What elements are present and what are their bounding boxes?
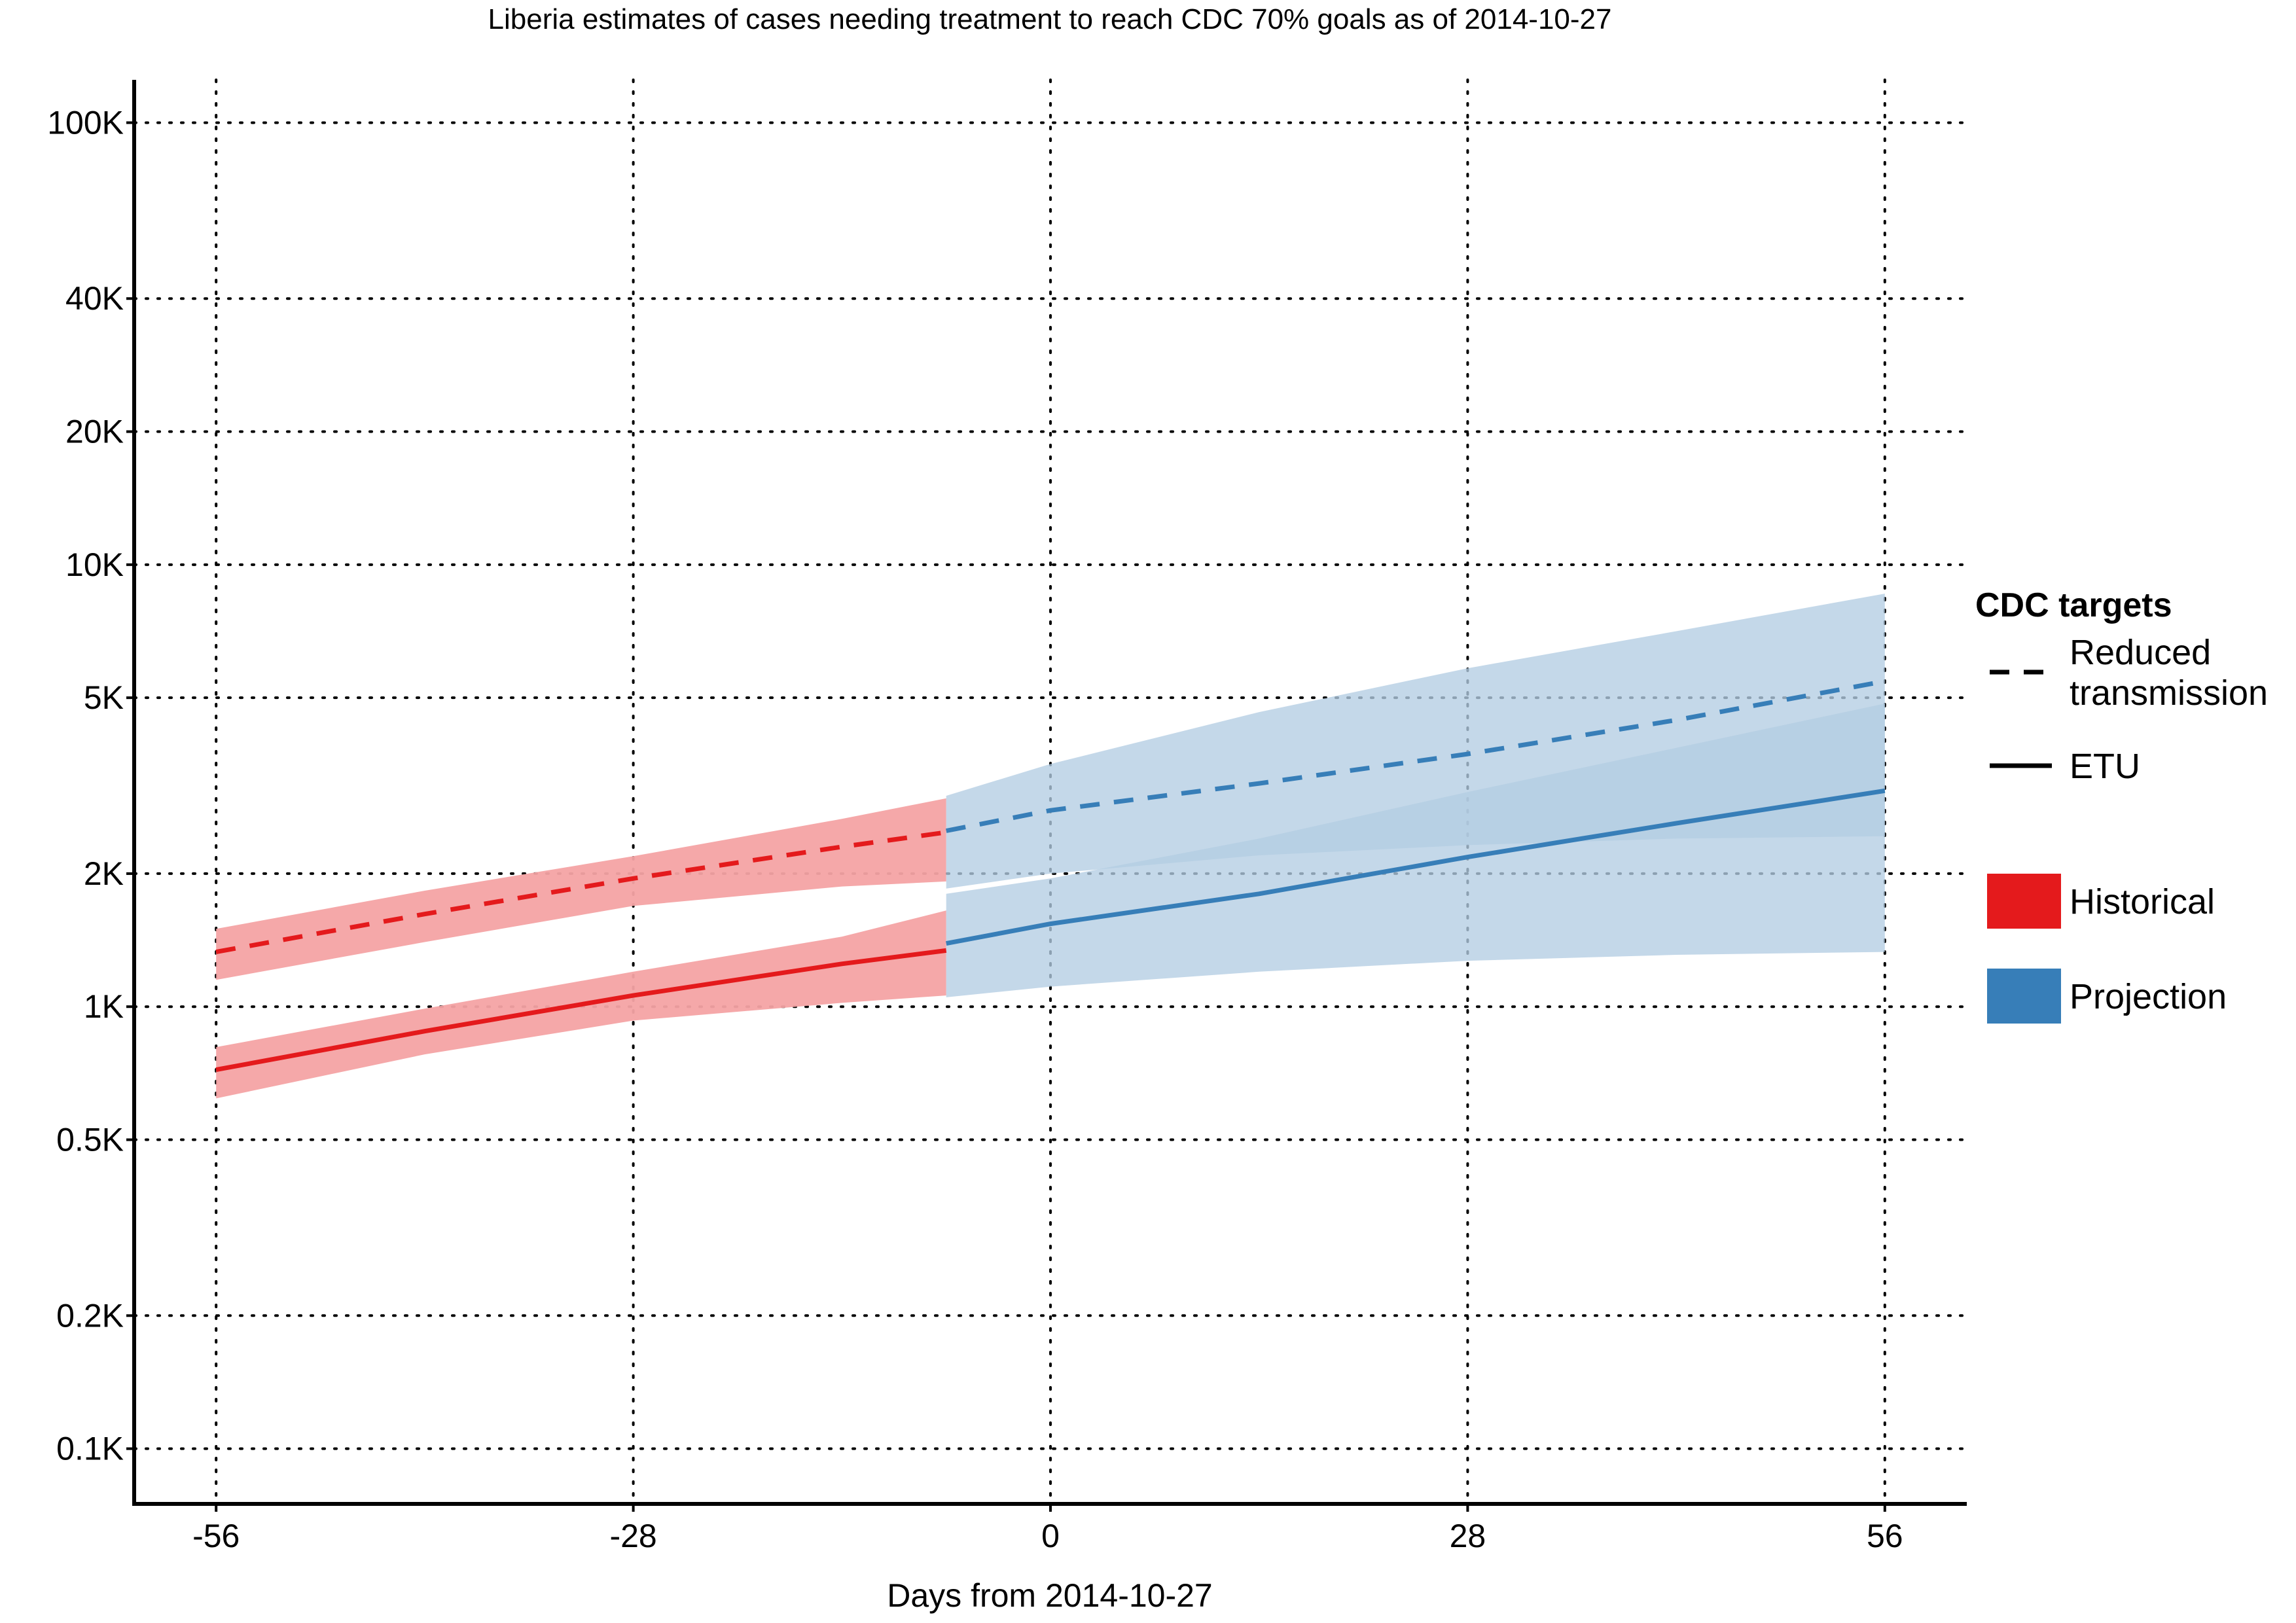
- series-lines: [215, 679, 1886, 1073]
- series-line: [946, 788, 1886, 946]
- y-tick-label: 10K: [65, 546, 124, 583]
- legend-label: transmission: [2070, 673, 2268, 713]
- x-tick-label: -56: [192, 1518, 240, 1554]
- uncertainty-band: [946, 704, 1885, 997]
- series-line: [946, 679, 1886, 833]
- x-tick-label: 0: [1041, 1518, 1060, 1554]
- x-tick-label: 56: [1867, 1518, 1903, 1554]
- legend-title: CDC targets: [1975, 586, 2172, 624]
- y-tick-label: 1K: [84, 988, 124, 1025]
- legend-label: Historical: [2070, 882, 2215, 921]
- y-tick-label: 40K: [65, 280, 124, 317]
- legend-label: ETU: [2070, 747, 2140, 786]
- series-line: [215, 948, 947, 1073]
- x-tick-label: 28: [1450, 1518, 1486, 1554]
- legend-color-swatch: [1987, 969, 2061, 1024]
- y-tick-label: 5K: [84, 679, 124, 716]
- uncertainty-band: [216, 798, 946, 980]
- y-tick-label: 0.1K: [56, 1431, 124, 1467]
- y-tick-label: 100K: [47, 104, 124, 141]
- x-tick-label: -28: [609, 1518, 656, 1554]
- chart-title: Liberia estimates of cases needing treat…: [488, 3, 1612, 35]
- legend-color-swatch: [1987, 874, 2061, 929]
- y-tick-label: 2K: [84, 855, 124, 892]
- series-line: [215, 830, 947, 955]
- y-tick-label: 20K: [65, 414, 124, 450]
- tick-labels: 100K 40K 20K 10K 5K 2K 1K 0.5K 0.2K 0.1K -56 -28 0 28…: [47, 104, 1903, 1554]
- y-tick-label: 0.2K: [56, 1297, 124, 1334]
- legend-label: Reduced: [2070, 633, 2211, 672]
- y-tick-label: 0.5K: [56, 1122, 124, 1158]
- x-axis-label: Days from 2014-10-27: [887, 1577, 1212, 1614]
- legend-label: Projection: [2070, 977, 2227, 1016]
